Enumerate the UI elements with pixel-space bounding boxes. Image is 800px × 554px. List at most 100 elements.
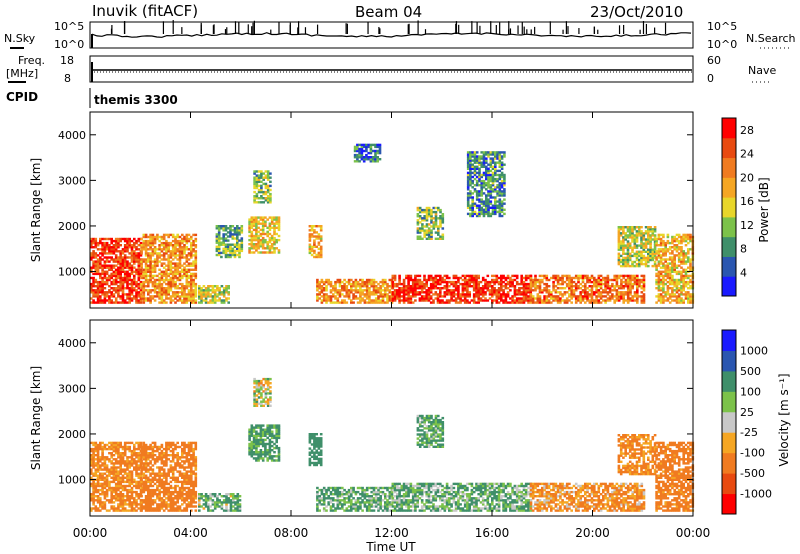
heatmap-cell <box>640 238 643 241</box>
heatmap-cell <box>128 460 131 463</box>
heatmap-cell <box>534 285 537 288</box>
heatmap-cell <box>119 287 122 290</box>
heatmap-cell <box>615 280 619 284</box>
heatmap-cell <box>117 258 120 261</box>
heatmap-cell <box>316 293 319 296</box>
heatmap-cell <box>174 282 177 286</box>
heatmap-cell <box>370 280 373 284</box>
heatmap-cell <box>167 241 170 245</box>
heatmap-cell <box>142 270 146 273</box>
heatmap-cell <box>192 301 195 304</box>
heatmap-cell <box>255 243 258 246</box>
heatmap-cell <box>313 225 316 228</box>
heatmap-cell <box>190 293 193 296</box>
heatmap-cell <box>121 270 125 273</box>
heatmap-cell <box>436 287 440 290</box>
heatmap-cell <box>500 194 504 197</box>
heatmap-cell <box>231 243 235 246</box>
heatmap-cell <box>336 299 340 302</box>
heatmap-cell <box>153 237 157 241</box>
heatmap-cell <box>167 250 170 253</box>
heatmap-cell <box>130 278 134 282</box>
freq-panel: Freq. [MHz] 18 8 60 0 Nave <box>6 54 776 85</box>
heatmap-cell <box>103 297 107 300</box>
heatmap-cell <box>363 301 367 304</box>
heatmap-cell <box>255 184 259 188</box>
heatmap-cell <box>139 301 143 304</box>
heatmap-cell <box>156 274 159 278</box>
heatmap-cell <box>187 233 191 237</box>
heatmap-cell <box>225 287 228 290</box>
heatmap-cell <box>99 482 102 486</box>
heatmap-cell <box>174 264 177 267</box>
heatmap-cell <box>105 248 109 251</box>
heatmap-cell <box>130 460 134 463</box>
heatmap-cell <box>277 228 281 232</box>
heatmap-cell <box>248 230 251 234</box>
heatmap-cell <box>359 301 362 304</box>
heatmap-cell <box>313 241 316 244</box>
heatmap-cell <box>101 484 104 488</box>
heatmap-cell <box>275 222 278 225</box>
heatmap-cell <box>174 287 177 290</box>
heatmap-cell <box>353 145 357 149</box>
heatmap-cell <box>352 282 355 286</box>
heatmap-cell <box>423 295 426 298</box>
heatmap-cell <box>192 274 195 278</box>
heatmap-cell <box>123 264 127 267</box>
heatmap-cell <box>684 280 688 284</box>
heatmap-cell <box>398 297 401 300</box>
heatmap-cell <box>174 262 177 265</box>
nsearch-top-tick: 10^5 <box>707 20 737 33</box>
heatmap-cell <box>117 460 120 463</box>
heatmap-cell <box>257 230 260 234</box>
heatmap-cell <box>427 274 431 278</box>
heatmap-cell <box>250 232 254 236</box>
heatmap-cell <box>149 246 152 249</box>
heatmap-cell <box>101 264 104 267</box>
heatmap-cell <box>317 255 321 259</box>
heatmap-cell <box>381 301 385 304</box>
heatmap-cell <box>429 276 433 280</box>
heatmap-cell <box>563 291 567 294</box>
heatmap-cell <box>218 291 221 294</box>
heatmap-cell <box>622 297 625 300</box>
heatmap-cell <box>352 301 355 304</box>
heatmap-cell <box>475 214 479 218</box>
heatmap-cell <box>174 293 177 296</box>
heatmap-cell <box>659 287 663 290</box>
heatmap-cell <box>215 239 219 242</box>
heatmap-cell <box>682 285 685 288</box>
heatmap-cell <box>334 291 337 294</box>
heatmap-cell <box>147 291 150 294</box>
heatmap-cell <box>117 237 120 241</box>
heatmap-cell <box>171 235 175 239</box>
heatmap-cell <box>202 285 206 288</box>
heatmap-cell <box>200 297 203 300</box>
heatmap-cell <box>359 287 362 290</box>
heatmap-cell <box>190 301 193 304</box>
heatmap-cell <box>602 295 605 298</box>
heatmap-cell <box>130 486 134 490</box>
heatmap-cell <box>416 235 420 238</box>
heatmap-cell <box>101 258 104 261</box>
heatmap-cell <box>181 237 184 241</box>
heatmap-cell <box>642 276 646 280</box>
heatmap-cell <box>123 293 127 296</box>
heatmap-cell <box>192 278 195 282</box>
heatmap-cell <box>90 276 93 280</box>
heatmap-cell <box>174 266 177 269</box>
heatmap-cell <box>671 260 674 263</box>
heatmap-cell <box>112 505 116 508</box>
heatmap-cell <box>250 216 254 219</box>
heatmap-cell <box>273 224 276 227</box>
heatmap-cell <box>407 299 410 302</box>
heatmap-cell <box>273 251 276 254</box>
heatmap-cell <box>96 272 100 276</box>
heatmap-cell <box>503 182 506 185</box>
heatmap-cell <box>211 301 215 304</box>
heatmap-cell <box>192 297 195 300</box>
heatmap-cell <box>240 237 244 240</box>
heatmap-cell <box>320 278 324 282</box>
heatmap-cell <box>411 291 415 294</box>
